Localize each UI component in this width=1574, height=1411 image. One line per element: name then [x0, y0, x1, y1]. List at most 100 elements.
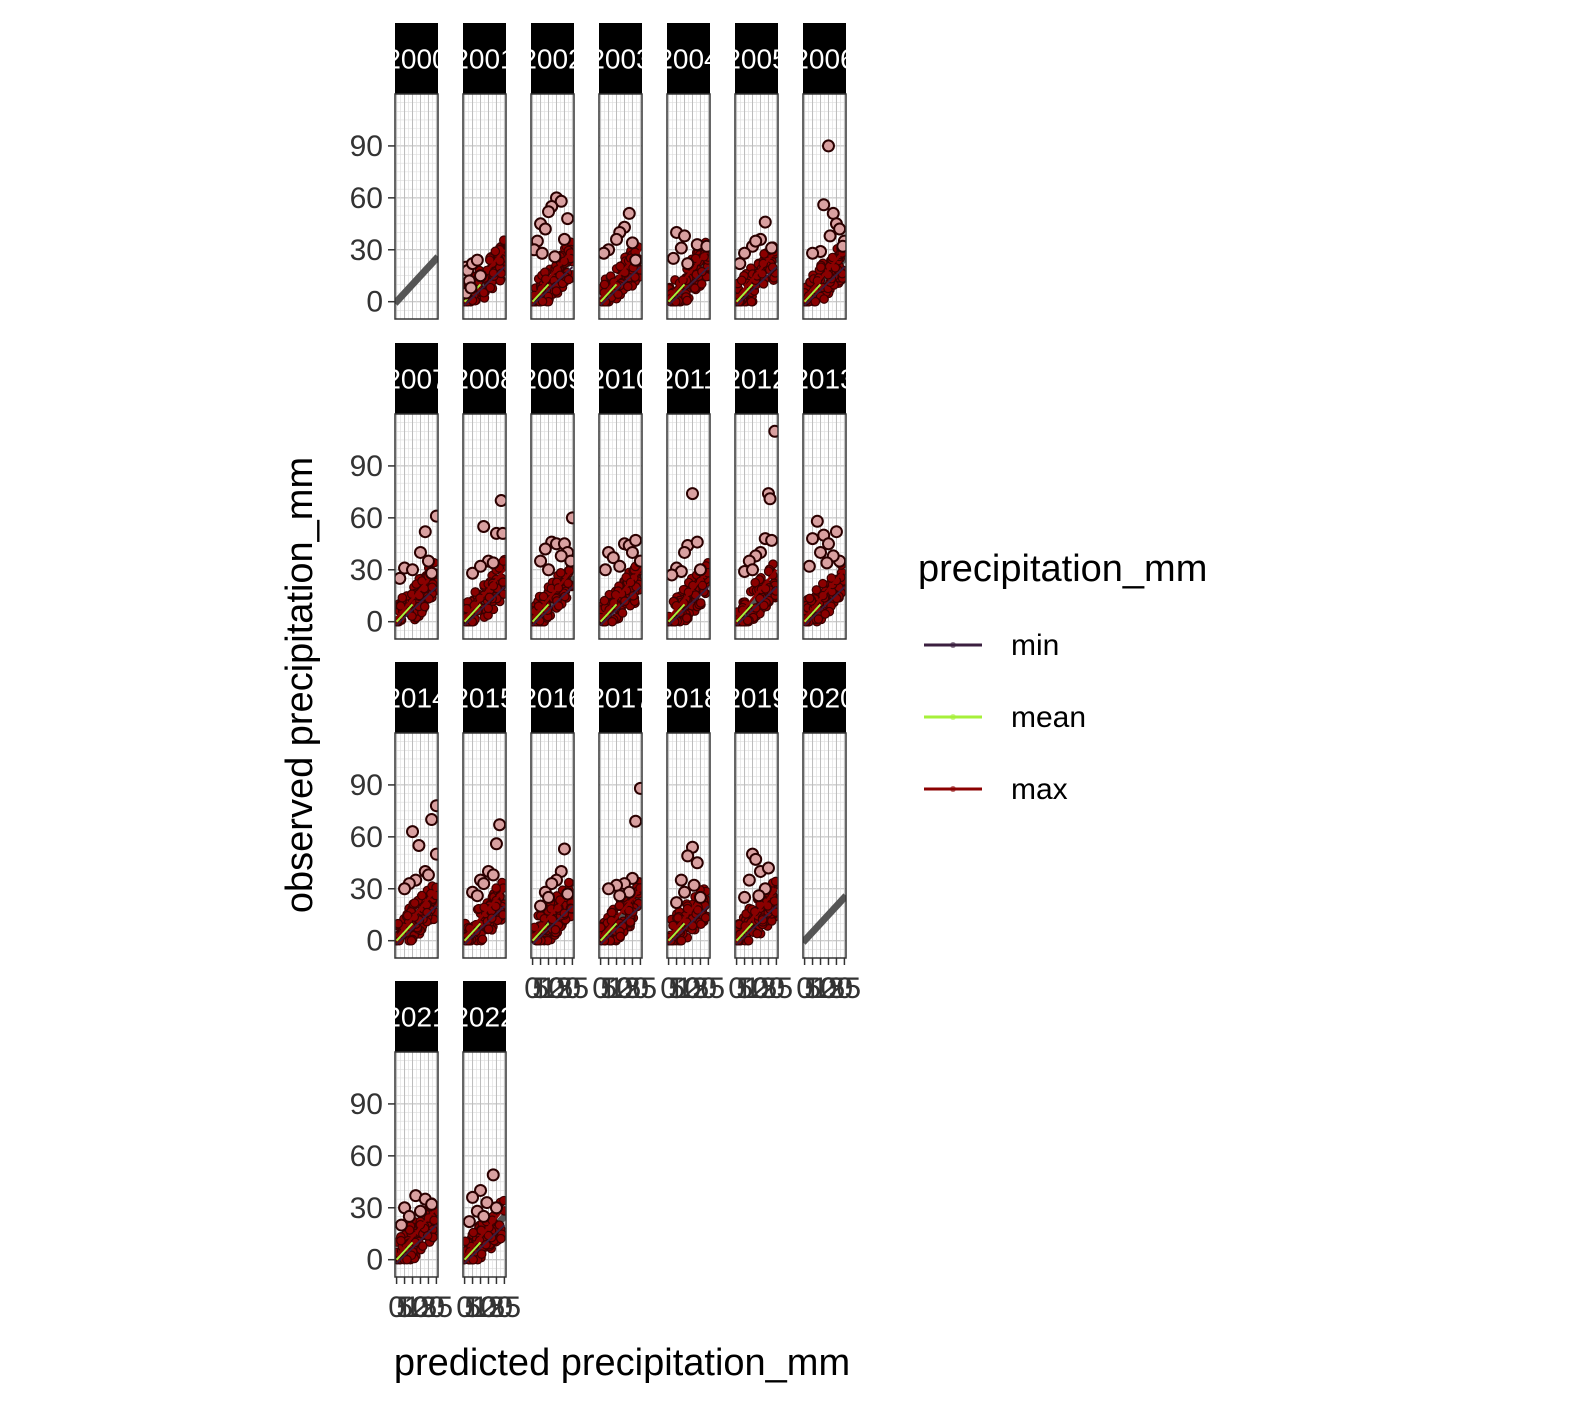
data-point	[402, 910, 413, 921]
data-point	[406, 563, 420, 577]
series-line-min	[395, 586, 438, 626]
facet-panel: 2008	[462, 343, 507, 640]
y-tick-label: 60	[350, 182, 383, 215]
data-point	[478, 287, 489, 298]
panel-border	[666, 413, 711, 640]
facet-strip	[667, 23, 710, 94]
facet-panel: 2018	[666, 662, 711, 959]
series-line-min	[463, 586, 506, 626]
facet-strip-label: 2006	[793, 44, 855, 75]
panel-border	[394, 413, 439, 640]
data-point	[480, 1196, 494, 1210]
facet-strip	[599, 662, 642, 733]
facet-strip-label: 2000	[385, 44, 447, 75]
data-point	[821, 139, 835, 153]
data-point	[674, 873, 688, 887]
data-point	[470, 253, 484, 267]
x-tick-label: 15	[676, 972, 709, 1005]
y-tick-label: 90	[350, 450, 383, 483]
x-tick-label: 5	[804, 972, 821, 1005]
data-point	[395, 601, 406, 611]
data-point	[483, 603, 494, 614]
x-tick-label: 0	[388, 1291, 405, 1324]
data-point	[606, 551, 620, 565]
data-point	[474, 269, 488, 283]
facet-panel: 2015	[462, 662, 507, 959]
data-point	[493, 818, 506, 832]
data-point	[692, 905, 703, 915]
series-line-max	[735, 248, 778, 300]
facet-panel: 2005	[734, 23, 779, 320]
x-tick-label: 5	[600, 972, 617, 1005]
data-point	[463, 1236, 471, 1247]
data-point	[545, 877, 559, 891]
x-tick-label: 20	[684, 972, 717, 1005]
data-point	[468, 1227, 479, 1238]
series-line-max	[599, 568, 642, 620]
facet-strip-label: 2013	[793, 364, 855, 395]
data-point	[397, 593, 408, 603]
data-point	[602, 882, 616, 896]
series-line-mean	[463, 922, 482, 942]
data-point	[534, 616, 545, 626]
facet-panel: 2004	[666, 23, 711, 320]
panel-border	[666, 732, 711, 959]
data-point	[542, 890, 556, 904]
facet-strip-label: 2003	[589, 44, 651, 75]
data-point	[565, 511, 574, 525]
data-point	[758, 279, 769, 289]
facet-strip-label: 2009	[521, 364, 583, 395]
facet-strip	[531, 343, 574, 414]
data-point	[742, 615, 753, 626]
series-line-max	[531, 248, 574, 300]
data-point	[622, 206, 636, 220]
data-point	[560, 591, 570, 602]
series-line-max	[735, 568, 778, 620]
data-point	[402, 1254, 412, 1265]
data-point	[826, 573, 837, 583]
series-line-min	[803, 266, 846, 306]
y-tick-label: 60	[350, 502, 383, 535]
facet-strip	[667, 343, 710, 414]
data-point	[486, 556, 500, 570]
facet-strip-label: 2017	[589, 683, 651, 714]
facet-strip-label: 2007	[385, 364, 447, 395]
x-tick-label: 10	[600, 972, 633, 1005]
facet-strip	[599, 343, 642, 414]
data-point	[697, 580, 708, 591]
series-line-min	[599, 586, 642, 626]
data-point	[742, 873, 756, 887]
y-tick-labels: 0 30 60 90 0 30 60 90 0 30 60 90 0 30 60 90	[350, 130, 395, 1277]
data-point	[599, 595, 610, 606]
data-point	[765, 533, 778, 547]
legend-key-point	[950, 714, 956, 720]
facet-strip	[531, 662, 574, 733]
x-tick-label: 20	[412, 1291, 445, 1324]
data-point	[419, 601, 430, 612]
x-tick-label: 25	[420, 1291, 453, 1324]
x-tick-label: 10	[464, 1291, 497, 1324]
data-point	[804, 593, 815, 604]
data-point	[693, 890, 707, 904]
data-point	[496, 526, 506, 540]
facet-panel: 2021	[394, 981, 439, 1278]
y-tick-label: 90	[350, 130, 383, 163]
data-point	[629, 253, 642, 267]
y-tick-label: 30	[350, 873, 383, 906]
facet-strip	[395, 23, 438, 94]
data-point	[624, 905, 634, 916]
data-point	[555, 568, 566, 578]
data-point	[836, 239, 846, 253]
data-point	[537, 296, 548, 307]
data-point	[413, 545, 427, 559]
x-tick-label: 0	[728, 972, 745, 1005]
data-point	[406, 825, 420, 839]
panel-border	[530, 732, 575, 959]
series-line-mean	[531, 603, 550, 623]
data-point	[563, 274, 574, 285]
data-point	[429, 847, 438, 861]
facet-panel: 2010	[598, 343, 643, 640]
facet-panel: 2001	[462, 23, 507, 320]
data-point	[599, 563, 612, 577]
data-point	[685, 487, 699, 501]
